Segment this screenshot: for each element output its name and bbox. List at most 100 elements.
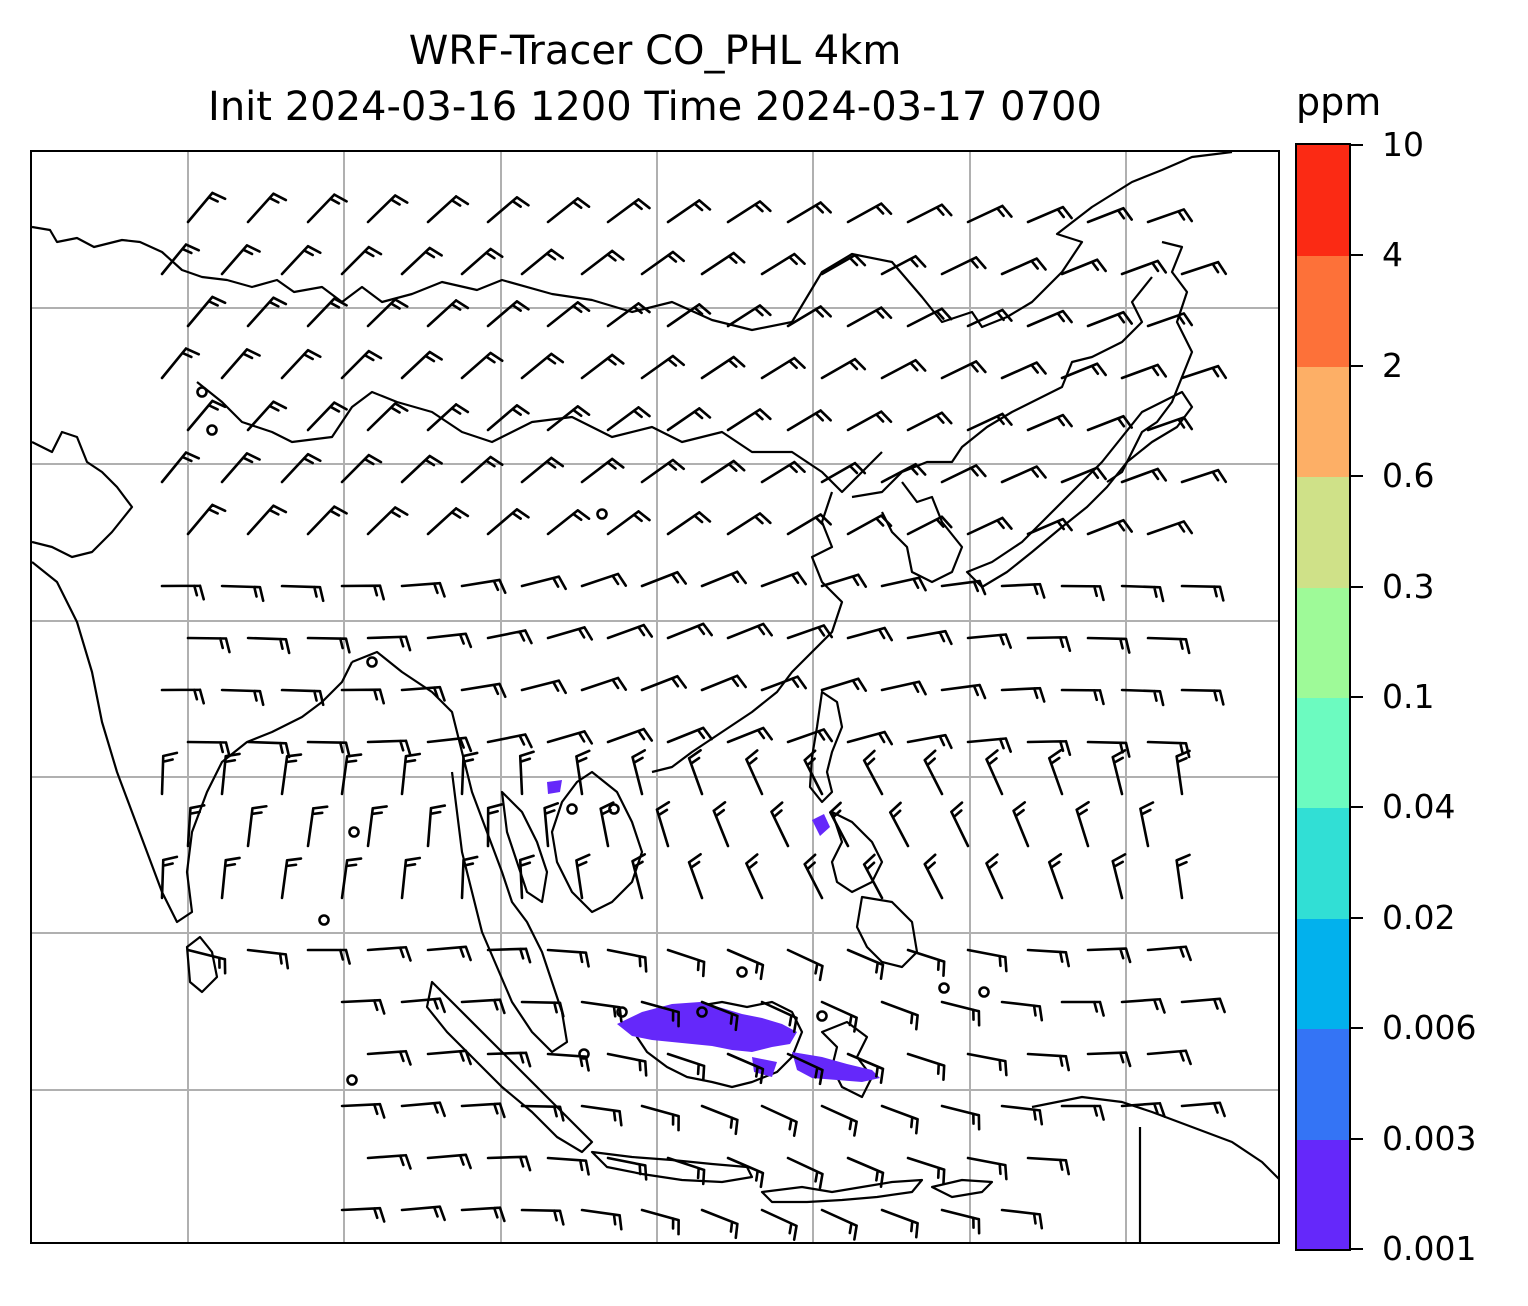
wind-barb (580, 1104, 623, 1127)
wind-barb (1060, 688, 1105, 706)
wind-barb (400, 1205, 446, 1222)
coastline-vietnam (550, 770, 644, 914)
wind-barb (366, 506, 409, 536)
wind-barb (580, 457, 625, 484)
wind-barb (940, 1104, 981, 1131)
wind-barb (940, 256, 987, 276)
wind-barb (906, 629, 953, 646)
wind-barb (631, 853, 647, 900)
wind-barb (640, 1104, 680, 1132)
wind-barb (700, 1000, 739, 1032)
wind-barb (786, 1052, 824, 1086)
coastline-timor (930, 1178, 994, 1199)
wind-barb (366, 298, 409, 328)
calm-wind-marker (578, 1048, 590, 1060)
calm-wind-marker (566, 803, 578, 815)
wind-barb (846, 202, 893, 224)
wind-barb (1139, 801, 1155, 848)
wind-barb (880, 1000, 919, 1031)
wind-barb (220, 584, 265, 603)
wind-barb (400, 581, 446, 598)
wind-barb (220, 452, 261, 484)
colorbar-tick-label: 0.003 (1382, 1118, 1477, 1158)
wind-barb (1146, 312, 1194, 328)
wind-barb (940, 683, 987, 700)
wind-barb (846, 410, 893, 432)
wind-barb (186, 191, 227, 224)
wind-barb (366, 1049, 412, 1066)
colorbar-tick (1351, 1248, 1363, 1250)
wind-barb (246, 636, 291, 655)
colorbar-tick (1351, 1027, 1363, 1030)
wind-barb (1000, 1000, 1044, 1022)
wind-barb (880, 254, 927, 276)
wind-barb (546, 1156, 590, 1176)
calm-wind-marker (816, 1010, 828, 1022)
wind-barb (760, 571, 808, 588)
wind-barb (186, 503, 227, 536)
wind-barb (1060, 466, 1107, 484)
colorbar-tick-label: 10 (1382, 125, 1424, 164)
wind-barb (306, 401, 348, 432)
map-canvas (32, 152, 1278, 1242)
wind-barb (666, 199, 712, 224)
wind-barb (606, 510, 651, 536)
wind-barb (280, 857, 303, 900)
wind-barb (400, 350, 443, 380)
wind-barb (426, 403, 470, 432)
wind-barb (546, 1052, 590, 1072)
wind-barb (906, 411, 953, 432)
wind-barb (880, 576, 927, 592)
wind-barb (486, 947, 532, 964)
wind-barb (606, 727, 654, 744)
wind-barb (340, 584, 386, 601)
colorbar-tick (1351, 144, 1363, 146)
coastline-new-guinea (1031, 1095, 1278, 1180)
wind-barb (700, 674, 747, 692)
wind-barb (1060, 362, 1107, 380)
wind-barb (486, 196, 530, 224)
calm-wind-marker (596, 508, 608, 520)
wind-barb (786, 624, 834, 640)
plume-bits-1 (812, 814, 830, 836)
wind-barb (940, 360, 987, 380)
wind-barb (1000, 361, 1047, 380)
wind-barb (426, 804, 447, 848)
wind-barb (1026, 309, 1073, 328)
wind-barb (760, 356, 806, 380)
wind-barb (1146, 636, 1191, 655)
map-panel[interactable] (30, 150, 1280, 1244)
wind-barb (340, 753, 363, 796)
wind-barb (246, 740, 291, 759)
wind-barb (880, 680, 927, 696)
wind-barb (666, 511, 712, 536)
wind-barb (1146, 208, 1194, 224)
calm-wind-marker (978, 986, 990, 998)
wind-barb (640, 1000, 680, 1028)
wind-barb (460, 578, 507, 595)
wind-barb (518, 750, 535, 796)
colorbar-tick (1351, 806, 1363, 809)
wind-barb (1047, 748, 1064, 796)
wind-barb (599, 801, 615, 848)
wind-barb (220, 856, 241, 900)
wind-barb (426, 1049, 472, 1066)
wind-barb (306, 505, 348, 536)
wind-barb (862, 853, 884, 900)
colorbar-tick (1351, 475, 1363, 478)
wind-barb (666, 948, 706, 978)
wind-barb (460, 455, 504, 484)
wind-barb (1026, 635, 1072, 652)
wind-barb (606, 406, 651, 432)
wind-barb (640, 570, 687, 588)
plume-bits-3 (752, 1057, 777, 1077)
wind-barb (186, 948, 227, 975)
wind-barb (760, 1104, 798, 1137)
wind-barb (606, 1052, 648, 1077)
wind-barb (712, 801, 730, 848)
wind-barb (786, 201, 832, 224)
wind-barb (460, 1102, 506, 1119)
coastline-indochina (351, 650, 569, 1054)
wind-barb (606, 198, 651, 224)
wind-barb (940, 579, 987, 596)
